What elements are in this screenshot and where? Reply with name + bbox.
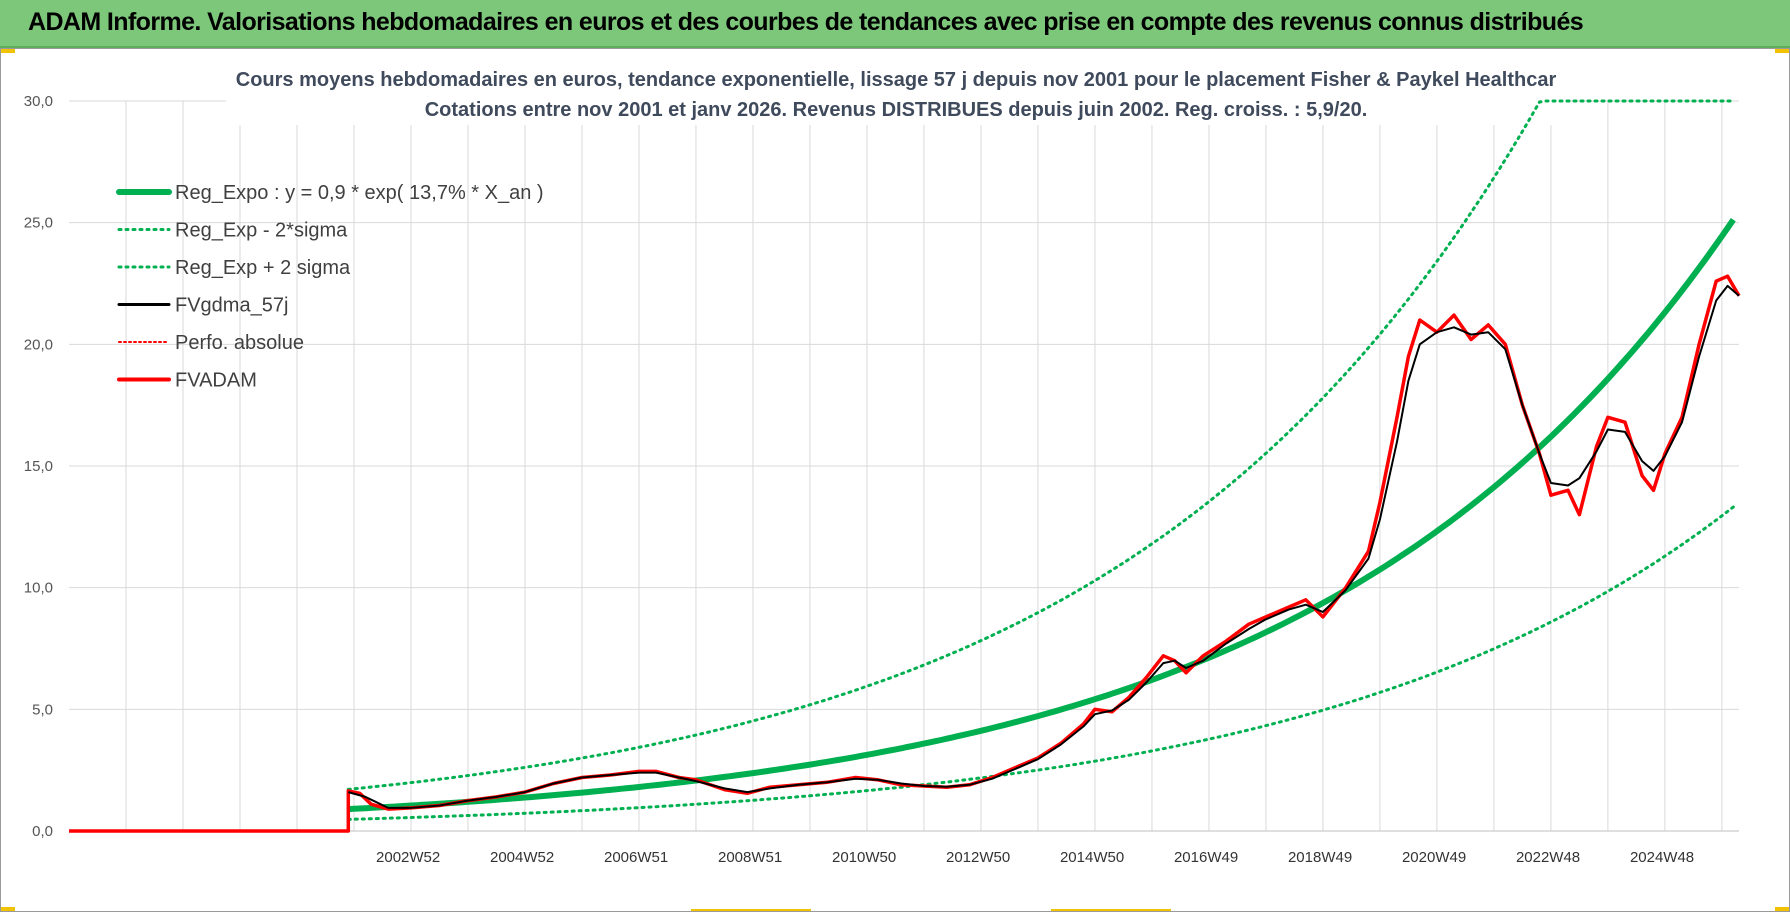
- x-tick-label: 2010W50: [832, 849, 896, 866]
- y-tick-label: 25,0: [24, 215, 53, 232]
- legend-fvadam-label: FVADAM: [175, 370, 257, 392]
- legend-perfo-absolue-label: Perfo. absolue: [175, 332, 304, 354]
- y-tick-label: 15,0: [24, 458, 53, 475]
- corner-marker: [1775, 49, 1789, 53]
- grid: [69, 100, 1739, 832]
- report-title: ADAM Informe. Valorisations hebdomadaire…: [28, 8, 1584, 36]
- x-tick-label: 2018W49: [1288, 849, 1352, 866]
- x-tick-label: 2022W48: [1516, 849, 1580, 866]
- y-tick-label: 5,0: [32, 701, 53, 718]
- report-banner: ADAM Informe. Valorisations hebdomadaire…: [0, 0, 1790, 48]
- title-background: [226, 59, 1566, 125]
- legend-reg-expo-label: Reg_Expo : y = 0,9 * exp( 13,7% * X_an ): [175, 182, 544, 204]
- x-tick-label: 2006W51: [604, 849, 668, 866]
- corner-marker: [691, 909, 811, 911]
- reg-exp-upper-line: [346, 99, 1735, 791]
- x-axis: 2002W52 2004W52 2006W51 2008W51 2010W50 2012W…: [69, 830, 1739, 866]
- x-tick-label: 2024W48: [1630, 849, 1694, 866]
- corner-marker: [1, 907, 15, 911]
- y-axis: 0,0 5,0 10,0 15,0 20,0 25,0 30,0: [24, 93, 53, 840]
- corner-marker: [1775, 907, 1789, 911]
- x-tick-label: 2012W50: [946, 849, 1010, 866]
- legend-reg-exp-plus-label: Reg_Exp + 2 sigma: [175, 257, 351, 279]
- chart-svg: 0,0 5,0 10,0 15,0 20,0 25,0 30,0 2002W52 2004W5…: [24, 59, 1741, 866]
- corner-marker: [1051, 909, 1171, 911]
- chart-title-line2: Cotations entre nov 2001 et janv 2026. R…: [425, 99, 1368, 121]
- legend-reg-exp-minus-label: Reg_Exp - 2*sigma: [175, 220, 348, 242]
- plot-area: [69, 99, 1741, 833]
- chart-frame: 0,0 5,0 10,0 15,0 20,0 25,0 30,0 2002W52 2004W5…: [0, 48, 1790, 912]
- reg-expo-line: [348, 218, 1736, 813]
- x-tick-label: 2008W51: [718, 849, 782, 866]
- legend-fvgdma-label: FVgdma_57j: [175, 295, 288, 317]
- reg-exp-lower-line: [346, 505, 1735, 821]
- y-tick-label: 10,0: [24, 580, 53, 597]
- chart-title-line1: Cours moyens hebdomadaires en euros, ten…: [236, 69, 1557, 91]
- legend: Reg_Expo : y = 0,9 * exp( 13,7% * X_an )…: [116, 182, 544, 392]
- x-tick-label: 2004W52: [490, 849, 554, 866]
- y-tick-label: 0,0: [32, 823, 53, 840]
- x-tick-label: 2002W52: [376, 849, 440, 866]
- y-tick-label: 30,0: [24, 93, 53, 110]
- y-tick-label: 20,0: [24, 336, 53, 353]
- fvgdma-57j-line: [348, 284, 1740, 809]
- x-tick-label: 2014W50: [1060, 849, 1124, 866]
- corner-marker: [1, 49, 15, 53]
- x-tick-label: 2016W49: [1174, 849, 1238, 866]
- x-tick-label: 2020W49: [1402, 849, 1466, 866]
